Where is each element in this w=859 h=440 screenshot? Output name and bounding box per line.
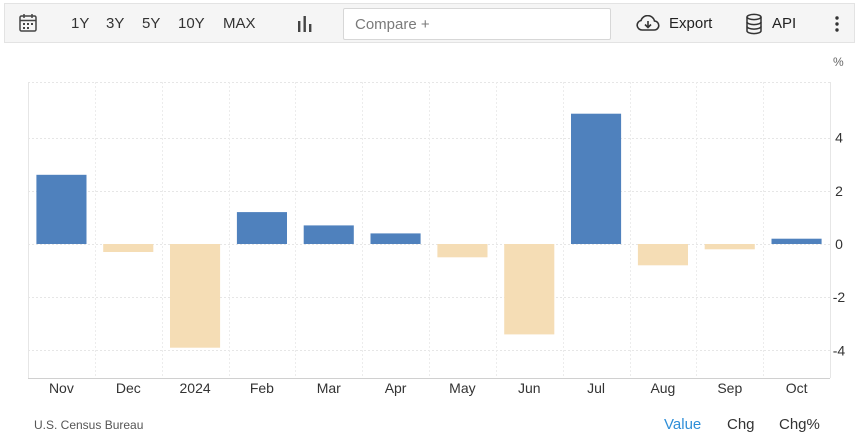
x-tick-label: May (449, 380, 475, 396)
range-max-button[interactable]: MAX (223, 15, 256, 32)
x-tick-label: Jun (518, 380, 541, 396)
range-10y-button[interactable]: 10Y (178, 15, 205, 32)
range-5y-button[interactable]: 5Y (142, 15, 161, 32)
export-button[interactable]: Export (669, 15, 713, 32)
x-tick-label: Feb (250, 380, 274, 396)
tab-chg-pct[interactable]: Chg% (779, 416, 820, 433)
x-tick-label: Aug (650, 380, 675, 396)
bar-jun (504, 244, 555, 335)
y-tick-label: 4 (835, 130, 843, 146)
y-tick-label: -4 (833, 342, 846, 358)
tab-chg[interactable]: Chg (727, 416, 755, 433)
source-label: U.S. Census Bureau (34, 418, 144, 432)
unit-label: % (833, 55, 844, 69)
y-tick-label: 2 (835, 183, 843, 199)
bar-nov (36, 174, 87, 244)
bar-jul (571, 113, 622, 244)
x-tick-label: 2024 (180, 380, 211, 396)
x-tick-label: Apr (385, 380, 407, 396)
y-tick-label: -2 (833, 289, 846, 305)
api-button[interactable]: API (772, 15, 797, 32)
bar-sep (704, 244, 755, 250)
y-tick-label: 0 (835, 236, 843, 252)
bar-apr (370, 233, 421, 244)
chart-type-icon[interactable] (296, 15, 314, 33)
chart-toolbar: 1Y 3Y 5Y 10Y MAX Export API (4, 3, 855, 43)
cloud-download-icon[interactable] (636, 15, 660, 33)
more-options-icon[interactable] (831, 14, 843, 34)
x-tick-label: Mar (317, 380, 341, 396)
bar-mar (303, 225, 354, 244)
database-icon[interactable] (745, 13, 763, 35)
x-tick-label: Nov (49, 380, 74, 396)
compare-input[interactable] (343, 8, 611, 40)
x-tick-label: Oct (786, 380, 808, 396)
bar-feb (236, 212, 287, 244)
bar-dec (103, 244, 154, 252)
calendar-icon[interactable] (18, 13, 38, 33)
bar-2024 (170, 244, 221, 348)
range-3y-button[interactable]: 3Y (106, 15, 125, 32)
x-tick-label: Dec (116, 380, 141, 396)
bar-oct (771, 238, 822, 244)
bar-may (437, 244, 488, 258)
tab-value[interactable]: Value (664, 416, 702, 433)
x-tick-label: Jul (587, 380, 605, 396)
range-1y-button[interactable]: 1Y (71, 15, 90, 32)
x-tick-label: Sep (717, 380, 742, 396)
bar-aug (637, 244, 688, 266)
